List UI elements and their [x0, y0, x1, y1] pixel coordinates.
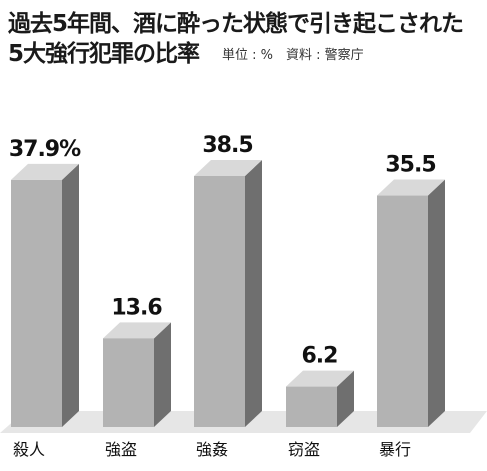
data-label: 37.9%: [9, 137, 81, 162]
bar-front: [286, 386, 337, 427]
category-label: 殺人: [13, 440, 45, 459]
bar-side: [154, 322, 171, 427]
chart-title-line2: 5大強行犯罪の比率: [8, 41, 200, 67]
bar-2: [194, 160, 262, 427]
bar-3: [286, 370, 354, 427]
chart-subtitle: 単位 : % 資料 : 警察庁: [222, 48, 364, 63]
bar-top: [11, 163, 79, 180]
bar-front: [11, 179, 62, 427]
bar-top: [286, 370, 354, 387]
bar-side: [337, 370, 354, 427]
category-label: 窃盗: [288, 440, 320, 459]
data-label: 13.6: [111, 295, 162, 320]
bar-front: [377, 195, 428, 427]
bar-side: [62, 163, 79, 427]
bar-1: [103, 322, 171, 427]
bar-side: [428, 179, 445, 427]
category-label: 強姦: [196, 440, 228, 459]
bar-front: [194, 176, 245, 427]
bar-4: [377, 179, 445, 427]
data-label: 38.5: [202, 133, 252, 158]
category-label: 強盗: [105, 440, 137, 459]
category-label: 暴行: [379, 440, 411, 459]
bar-top: [377, 179, 445, 196]
bar-0: [11, 163, 79, 427]
bar-top: [194, 160, 262, 176]
chart-title-line1: 過去5年間、酒に酔った状態で引き起こされた: [8, 11, 464, 37]
data-label: 35.5: [385, 153, 435, 178]
bar-side: [245, 160, 262, 427]
bar-top: [103, 322, 171, 339]
data-label: 6.2: [302, 344, 338, 369]
bar-front: [103, 338, 154, 427]
